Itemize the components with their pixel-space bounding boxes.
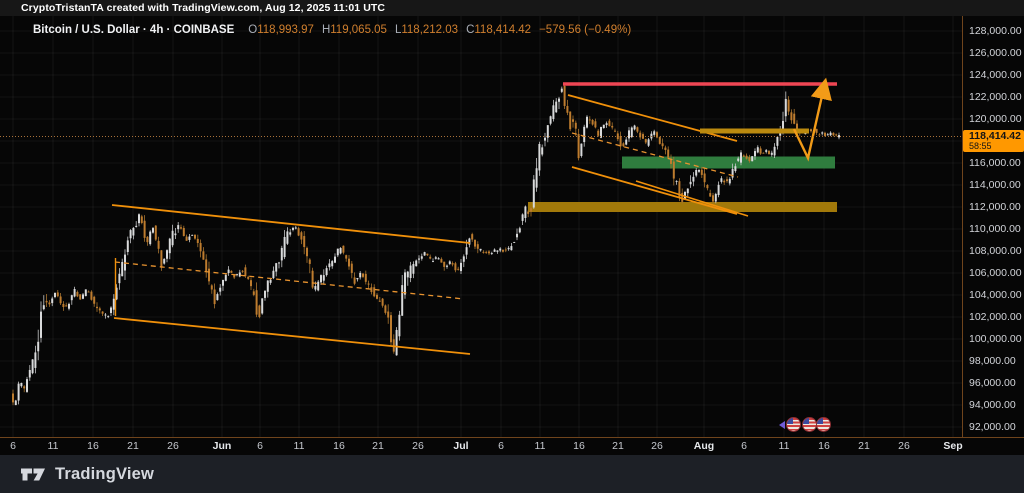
us-event-flag-icon[interactable] [816, 417, 831, 432]
watermark-bar: CryptoTristanTA created with TradingView… [0, 0, 1024, 16]
high-value: 119,065.05 [330, 24, 387, 36]
footer-bar: TradingView [0, 455, 1024, 493]
open-value: 118,993.97 [257, 24, 314, 36]
price-badge-value: 118,414.42 [969, 130, 1021, 142]
high-label: H [321, 24, 331, 36]
low-label: L [394, 24, 402, 36]
may-channel-upper [111, 204, 471, 244]
jul-channel-upper [567, 94, 738, 142]
change-value: −579.56 (−0.49%) [539, 24, 632, 36]
price-axis-border [962, 16, 963, 437]
symbol-title[interactable]: Bitcoin / U.S. Dollar · 4h · COINBASE [33, 24, 235, 36]
jul-support-trendline [635, 180, 749, 217]
projection-arrow [792, 77, 832, 162]
jul-channel-lower [571, 166, 738, 215]
jul-channel-mid-dashed [571, 132, 739, 178]
may-channel-mid-dashed [114, 261, 465, 300]
may-channel-lower [113, 317, 471, 355]
close-value: 118,414.42 [474, 24, 532, 36]
time-axis-border [0, 437, 1024, 438]
low-value: 118,212.03 [401, 24, 459, 36]
tradingview-logo-icon[interactable] [20, 466, 46, 483]
candlesticks [12, 83, 840, 406]
tradingview-wordmark[interactable]: TradingView [55, 464, 155, 483]
price-badge-countdown: 58:55 [969, 141, 992, 151]
price-badge: 118,414.42 58:55 [963, 130, 1024, 152]
event-collapse-icon[interactable] [779, 421, 785, 429]
close-label: C [466, 24, 475, 36]
support-zones [528, 156, 837, 213]
watermark-text: CryptoTristanTA created with TradingView… [21, 2, 386, 14]
us-event-flag-icon[interactable] [786, 417, 801, 432]
trend-drawings [0, 77, 962, 355]
symbol-info-bar: Bitcoin / U.S. Dollar · 4h · COINBASE O11… [33, 24, 631, 38]
open-label: O [248, 24, 258, 36]
us-event-flag-icon[interactable] [802, 417, 817, 432]
